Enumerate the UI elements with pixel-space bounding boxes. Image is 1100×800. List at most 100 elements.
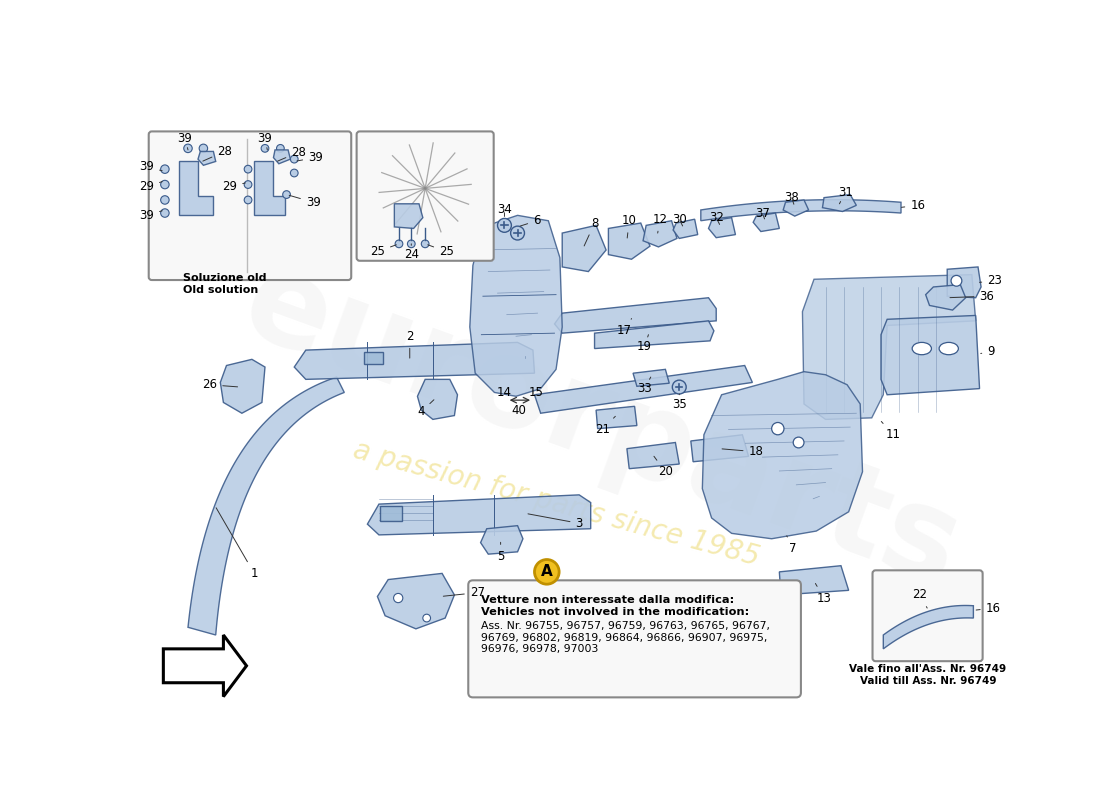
- Circle shape: [161, 209, 169, 218]
- Text: 39: 39: [140, 209, 162, 222]
- Polygon shape: [295, 342, 535, 379]
- Circle shape: [283, 190, 290, 198]
- Text: 3: 3: [528, 514, 583, 530]
- Text: 9: 9: [981, 345, 994, 358]
- Polygon shape: [947, 267, 981, 298]
- Polygon shape: [926, 285, 966, 310]
- Polygon shape: [634, 370, 669, 386]
- Text: 13: 13: [815, 583, 832, 605]
- Polygon shape: [691, 435, 749, 462]
- Text: 6: 6: [520, 214, 540, 227]
- Text: Soluzione old
Old solution: Soluzione old Old solution: [183, 273, 266, 294]
- Text: a passion for parts since 1985: a passion for parts since 1985: [350, 436, 762, 572]
- Circle shape: [199, 144, 208, 153]
- Circle shape: [422, 614, 430, 622]
- Ellipse shape: [912, 342, 932, 354]
- Polygon shape: [644, 221, 676, 247]
- Circle shape: [421, 240, 429, 248]
- Text: 34: 34: [497, 203, 512, 217]
- Text: 37: 37: [755, 206, 770, 219]
- Text: 15: 15: [529, 386, 543, 399]
- Text: 2: 2: [406, 330, 414, 358]
- Polygon shape: [596, 406, 637, 429]
- Text: 31: 31: [838, 186, 853, 204]
- Polygon shape: [627, 442, 680, 469]
- Circle shape: [276, 145, 284, 152]
- Ellipse shape: [939, 342, 958, 354]
- Polygon shape: [254, 162, 285, 215]
- Text: A: A: [541, 564, 552, 579]
- Circle shape: [244, 181, 252, 188]
- Text: 7: 7: [786, 536, 798, 555]
- Text: eurorparts: eurorparts: [228, 242, 977, 613]
- Text: Ass. Nr. 96755, 96757, 96759, 96763, 96765, 96767,
96769, 96802, 96819, 96864, 9: Ass. Nr. 96755, 96757, 96759, 96763, 967…: [481, 621, 770, 654]
- Polygon shape: [673, 219, 697, 238]
- Circle shape: [407, 240, 415, 248]
- Text: 11: 11: [881, 422, 901, 442]
- Text: 27: 27: [443, 586, 485, 599]
- Polygon shape: [481, 526, 522, 554]
- Circle shape: [952, 275, 961, 286]
- FancyBboxPatch shape: [148, 131, 351, 280]
- Text: 38: 38: [784, 191, 799, 204]
- FancyBboxPatch shape: [356, 131, 494, 261]
- Polygon shape: [554, 298, 716, 333]
- Polygon shape: [823, 194, 856, 211]
- Polygon shape: [470, 215, 562, 396]
- Polygon shape: [779, 566, 849, 595]
- Circle shape: [394, 594, 403, 602]
- Polygon shape: [377, 574, 454, 629]
- Polygon shape: [188, 377, 344, 635]
- Text: 33: 33: [637, 377, 652, 395]
- Circle shape: [535, 559, 559, 584]
- Text: 21: 21: [595, 416, 615, 436]
- Circle shape: [395, 240, 403, 248]
- Text: 24: 24: [404, 244, 419, 261]
- Text: 39: 39: [257, 132, 273, 150]
- Text: 39: 39: [297, 151, 323, 164]
- Circle shape: [184, 144, 192, 153]
- Polygon shape: [708, 218, 736, 238]
- Circle shape: [510, 226, 525, 240]
- Text: 4: 4: [418, 400, 433, 418]
- Polygon shape: [198, 151, 216, 166]
- FancyBboxPatch shape: [469, 580, 801, 698]
- Polygon shape: [703, 372, 862, 538]
- Text: 29: 29: [222, 180, 245, 194]
- Polygon shape: [594, 321, 714, 349]
- Text: Vale fino all'Ass. Nr. 96749
Valid till Ass. Nr. 96749: Vale fino all'Ass. Nr. 96749 Valid till …: [849, 664, 1006, 686]
- Polygon shape: [562, 226, 606, 271]
- Text: 28: 28: [277, 146, 306, 161]
- Circle shape: [290, 169, 298, 177]
- Text: 12: 12: [652, 213, 668, 233]
- Text: 40: 40: [512, 404, 527, 417]
- Circle shape: [244, 196, 252, 204]
- Polygon shape: [754, 213, 779, 231]
- Circle shape: [244, 166, 252, 173]
- Text: 39: 39: [177, 132, 192, 150]
- Text: 20: 20: [653, 456, 673, 478]
- Polygon shape: [418, 379, 458, 419]
- Text: 25: 25: [371, 245, 396, 258]
- Text: 16: 16: [902, 199, 925, 212]
- Polygon shape: [363, 352, 383, 364]
- Text: 39: 39: [140, 160, 162, 174]
- Polygon shape: [701, 200, 901, 221]
- Polygon shape: [367, 495, 591, 535]
- Circle shape: [793, 437, 804, 448]
- Text: 30: 30: [672, 213, 686, 226]
- Circle shape: [672, 380, 686, 394]
- Polygon shape: [395, 204, 422, 229]
- Polygon shape: [274, 150, 290, 164]
- Polygon shape: [803, 274, 976, 419]
- Text: 25: 25: [428, 245, 454, 258]
- Circle shape: [161, 196, 169, 204]
- Circle shape: [772, 422, 784, 435]
- Text: 29: 29: [139, 180, 163, 194]
- Polygon shape: [881, 315, 980, 394]
- Text: 14: 14: [496, 386, 512, 399]
- Text: 10: 10: [621, 214, 637, 238]
- Text: 16: 16: [976, 602, 1001, 614]
- Polygon shape: [535, 366, 752, 414]
- Text: 39: 39: [289, 195, 321, 209]
